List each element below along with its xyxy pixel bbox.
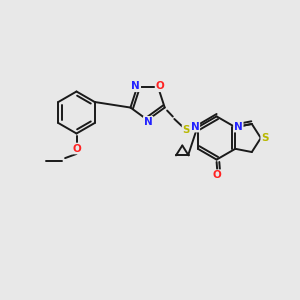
- Text: O: O: [213, 170, 222, 180]
- Text: O: O: [156, 81, 164, 91]
- Text: N: N: [190, 122, 199, 132]
- Text: O: O: [72, 143, 81, 154]
- Text: S: S: [183, 125, 190, 135]
- Text: N: N: [234, 122, 243, 132]
- Text: N: N: [144, 117, 153, 127]
- Text: S: S: [261, 133, 269, 143]
- Text: N: N: [131, 81, 140, 91]
